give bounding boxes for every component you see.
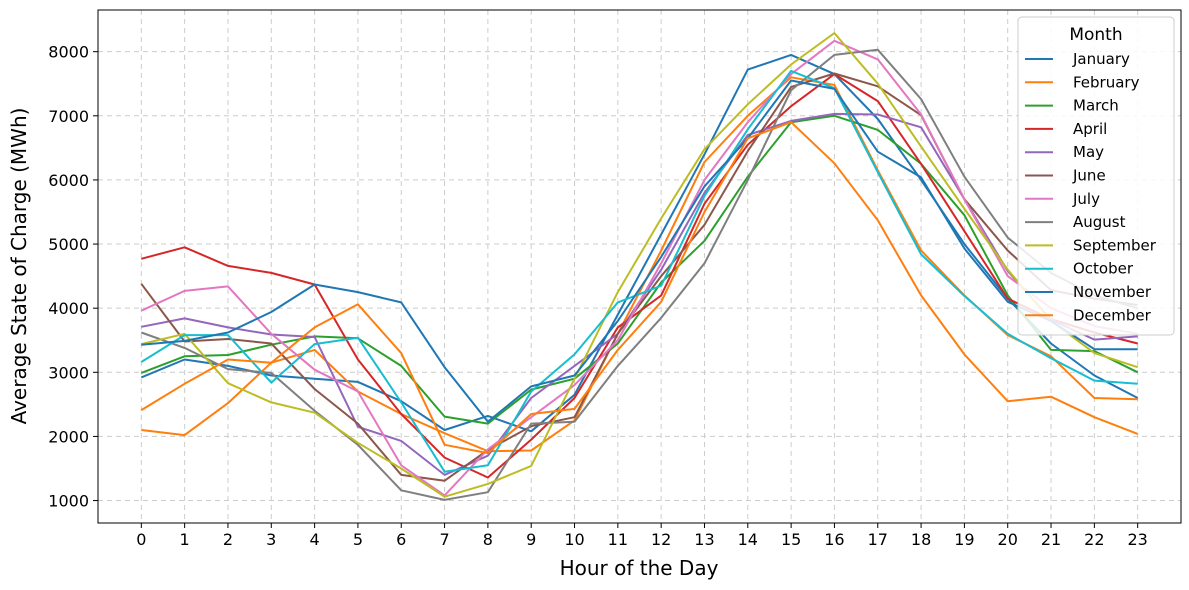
- x-tick-label: 11: [608, 530, 628, 549]
- legend-label-march: March: [1073, 97, 1119, 115]
- legend-label-october: October: [1073, 260, 1134, 278]
- x-tick-label: 21: [1041, 530, 1061, 549]
- x-tick-label: 5: [353, 530, 363, 549]
- plot-frame: [97, 9, 1182, 524]
- x-tick-label: 14: [738, 530, 758, 549]
- series-line-april: [141, 73, 1138, 479]
- x-tick-label: 10: [564, 530, 584, 549]
- x-tick-label: 2: [223, 530, 233, 549]
- legend-label-may: May: [1073, 143, 1104, 161]
- y-tick-label: 7000: [48, 107, 89, 126]
- y-tick-label: 8000: [48, 43, 89, 62]
- x-tick-label: 19: [954, 530, 974, 549]
- y-axis-label: Average State of Charge (MWh): [7, 108, 31, 425]
- legend-label-june: June: [1072, 167, 1106, 185]
- x-tick-label: 17: [868, 530, 888, 549]
- legend-label-april: April: [1073, 120, 1107, 138]
- x-tick-label: 0: [136, 530, 146, 549]
- x-tick-label: 12: [651, 530, 671, 549]
- legend-title: Month: [1069, 25, 1122, 45]
- x-tick-label: 9: [526, 530, 536, 549]
- series-line-december: [140, 121, 1139, 455]
- y-tick-label: 3000: [48, 363, 89, 382]
- legend: Month January February March April May June Ju…: [1017, 16, 1175, 336]
- series-line-july: [140, 39, 1138, 497]
- x-tick-label: 20: [998, 530, 1018, 549]
- series-line-august: [140, 48, 1138, 501]
- series-line-october: [140, 69, 1138, 473]
- legend-label-september: September: [1073, 236, 1157, 254]
- y-tick-label: 6000: [48, 171, 89, 190]
- x-tick-label: 16: [824, 530, 844, 549]
- legend-label-november: November: [1073, 283, 1152, 301]
- x-tick-label: 6: [396, 530, 406, 549]
- series-group: [140, 32, 1139, 501]
- axis-ticks: 0 1 2 3 4 5 6 7 8 9 10 11 12 13 14 15 16 17 18 19 20 21 22 2310…: [48, 43, 1148, 549]
- x-tick-label: 8: [483, 530, 493, 549]
- y-tick-label: 1000: [48, 492, 89, 511]
- series-line-january: [140, 53, 1139, 433]
- series-line-june: [140, 72, 1138, 482]
- legend-label-august: August: [1073, 213, 1126, 231]
- series-line-november: [141, 79, 1138, 423]
- x-tick-label: 15: [781, 530, 801, 549]
- y-tick-label: 2000: [48, 427, 89, 446]
- x-tick-label: 4: [310, 530, 320, 549]
- x-tick-label: 7: [439, 530, 449, 549]
- legend-frame: [1017, 16, 1175, 336]
- x-tick-label: 18: [911, 530, 931, 549]
- x-axis-label: Hour of the Day: [560, 556, 719, 580]
- legend-label-february: February: [1073, 73, 1140, 91]
- series-line-september: [141, 32, 1139, 498]
- legend-label-january: January: [1072, 50, 1130, 68]
- grid: [98, 10, 1181, 523]
- legend-label-december: December: [1073, 306, 1152, 324]
- x-tick-label: 22: [1084, 530, 1104, 549]
- x-tick-label: 23: [1128, 530, 1148, 549]
- y-tick-label: 4000: [48, 299, 89, 318]
- series-line-march: [140, 114, 1139, 425]
- x-tick-label: 13: [694, 530, 714, 549]
- x-tick-label: 3: [266, 530, 276, 549]
- y-tick-label: 5000: [48, 235, 89, 254]
- x-tick-label: 1: [180, 530, 190, 549]
- legend-label-july: July: [1072, 190, 1100, 208]
